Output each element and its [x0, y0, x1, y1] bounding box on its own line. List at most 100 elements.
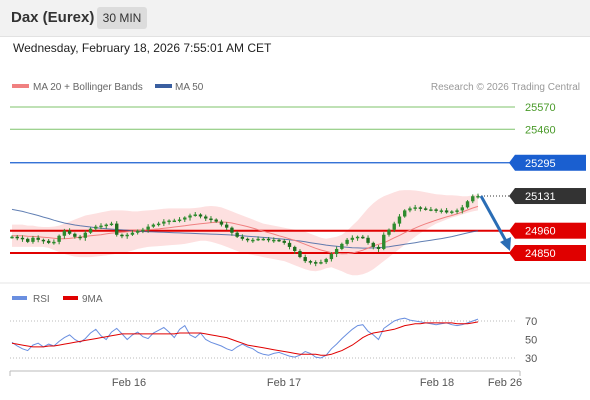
candles-layer [10, 193, 480, 267]
pivot-level-label: 25295 [525, 158, 556, 170]
x-tick-label: Feb 18 [420, 377, 454, 389]
header-bar: Dax (Eurex) 30 MIN [0, 0, 590, 37]
candle-body [345, 239, 349, 244]
timeframe-button[interactable]: 30 MIN [97, 7, 147, 29]
candle-body [109, 223, 114, 226]
rsi-ma9-line [11, 321, 479, 356]
candle-body [266, 238, 271, 241]
ma9-legend-swatch [63, 296, 78, 300]
candle-body [46, 240, 51, 243]
rsi-tick-label: 30 [525, 353, 537, 365]
support-level-tag [515, 245, 586, 261]
ma20-line [12, 205, 479, 255]
candle-body [115, 223, 119, 235]
candle-body [162, 221, 166, 224]
candle-body [214, 219, 218, 222]
x-tick-label: Feb 26 [488, 377, 522, 389]
candle-body [319, 262, 323, 264]
ma20-legend-label: MA 20 + Bollinger Bands [33, 82, 143, 93]
candle-body [99, 225, 103, 228]
candle-body [329, 254, 334, 260]
ma50-legend-label: MA 50 [175, 82, 204, 93]
candle-body [439, 210, 444, 212]
candle-body [350, 237, 355, 240]
candle-body [73, 233, 77, 237]
support-level-tag-pointer [509, 245, 515, 261]
bollinger-band-area [12, 190, 478, 276]
candle-body [41, 239, 46, 242]
rsi-line [11, 317, 479, 359]
candle-body [272, 239, 276, 242]
candle-body [408, 208, 412, 211]
support-level-label: 24960 [525, 226, 556, 238]
candle-body [387, 229, 391, 235]
candle-body [104, 224, 108, 227]
candle-body [235, 232, 239, 237]
candle-body [130, 232, 135, 235]
support-level-label: 24850 [525, 248, 556, 260]
candle-body [256, 238, 260, 241]
candle-body [219, 221, 224, 225]
candle-body [62, 230, 67, 236]
candle-body [26, 238, 30, 242]
x-tick-label: Feb 17 [267, 377, 301, 389]
candle-body [261, 238, 266, 241]
pivot-level-tag-pointer [509, 154, 515, 171]
rsi-legend-label: RSI [33, 294, 50, 305]
candle-body [193, 214, 197, 216]
candle-body [167, 220, 171, 223]
last-price-tag [515, 188, 586, 205]
forecast-arrow-line [479, 195, 509, 244]
candle-body [293, 246, 297, 251]
candle-body [392, 223, 396, 230]
candle-body [397, 216, 402, 224]
candle-body [382, 234, 386, 249]
candle-body [15, 236, 19, 239]
candle-body [198, 214, 203, 217]
candle-body [282, 240, 286, 243]
rsi-tick-label: 50 [525, 335, 537, 347]
datetime-label: Wednesday, February 18, 2026 7:55:01 AM … [13, 41, 272, 55]
candle-body [324, 259, 328, 263]
forecast-layer [479, 195, 511, 251]
candle-body [209, 218, 213, 221]
candle-body [125, 234, 129, 237]
candle-body [240, 236, 245, 239]
candle-body [361, 236, 365, 239]
candle-body [245, 238, 250, 241]
ma20-legend-swatch [12, 84, 29, 88]
candle-body [94, 226, 98, 229]
candle-body [20, 237, 25, 240]
candle-body [429, 209, 433, 211]
candle-body [402, 210, 407, 217]
pivot-level-tag [515, 154, 586, 171]
candle-body [313, 262, 318, 264]
support-level-tag [515, 222, 586, 239]
candle-body [450, 211, 454, 213]
rsi-legend-swatch [12, 296, 27, 300]
candle-body [277, 239, 281, 242]
ma50-line [11, 208, 479, 249]
forecast-arrow-head [500, 236, 511, 251]
support-level-tag-pointer [509, 222, 515, 239]
candle-body [10, 236, 14, 239]
candle-body [78, 236, 82, 239]
last-price-label: 25131 [525, 191, 556, 203]
candle-body [146, 226, 150, 230]
candle-body [434, 209, 438, 211]
candle-body [418, 207, 423, 209]
candle-body [224, 224, 229, 228]
ma50-legend-swatch [155, 84, 172, 88]
ma9-legend-label: 9MA [82, 294, 103, 305]
candle-body [298, 250, 302, 258]
copyright-label: Research © 2026 Trading Central [431, 82, 580, 93]
candle-body [31, 237, 35, 242]
candle-body [204, 216, 208, 219]
candle-body [465, 201, 470, 208]
candle-body [455, 210, 459, 212]
candle-body [188, 215, 192, 218]
candle-body [177, 219, 182, 222]
rsi-panel: 70 50 30 [10, 316, 537, 365]
